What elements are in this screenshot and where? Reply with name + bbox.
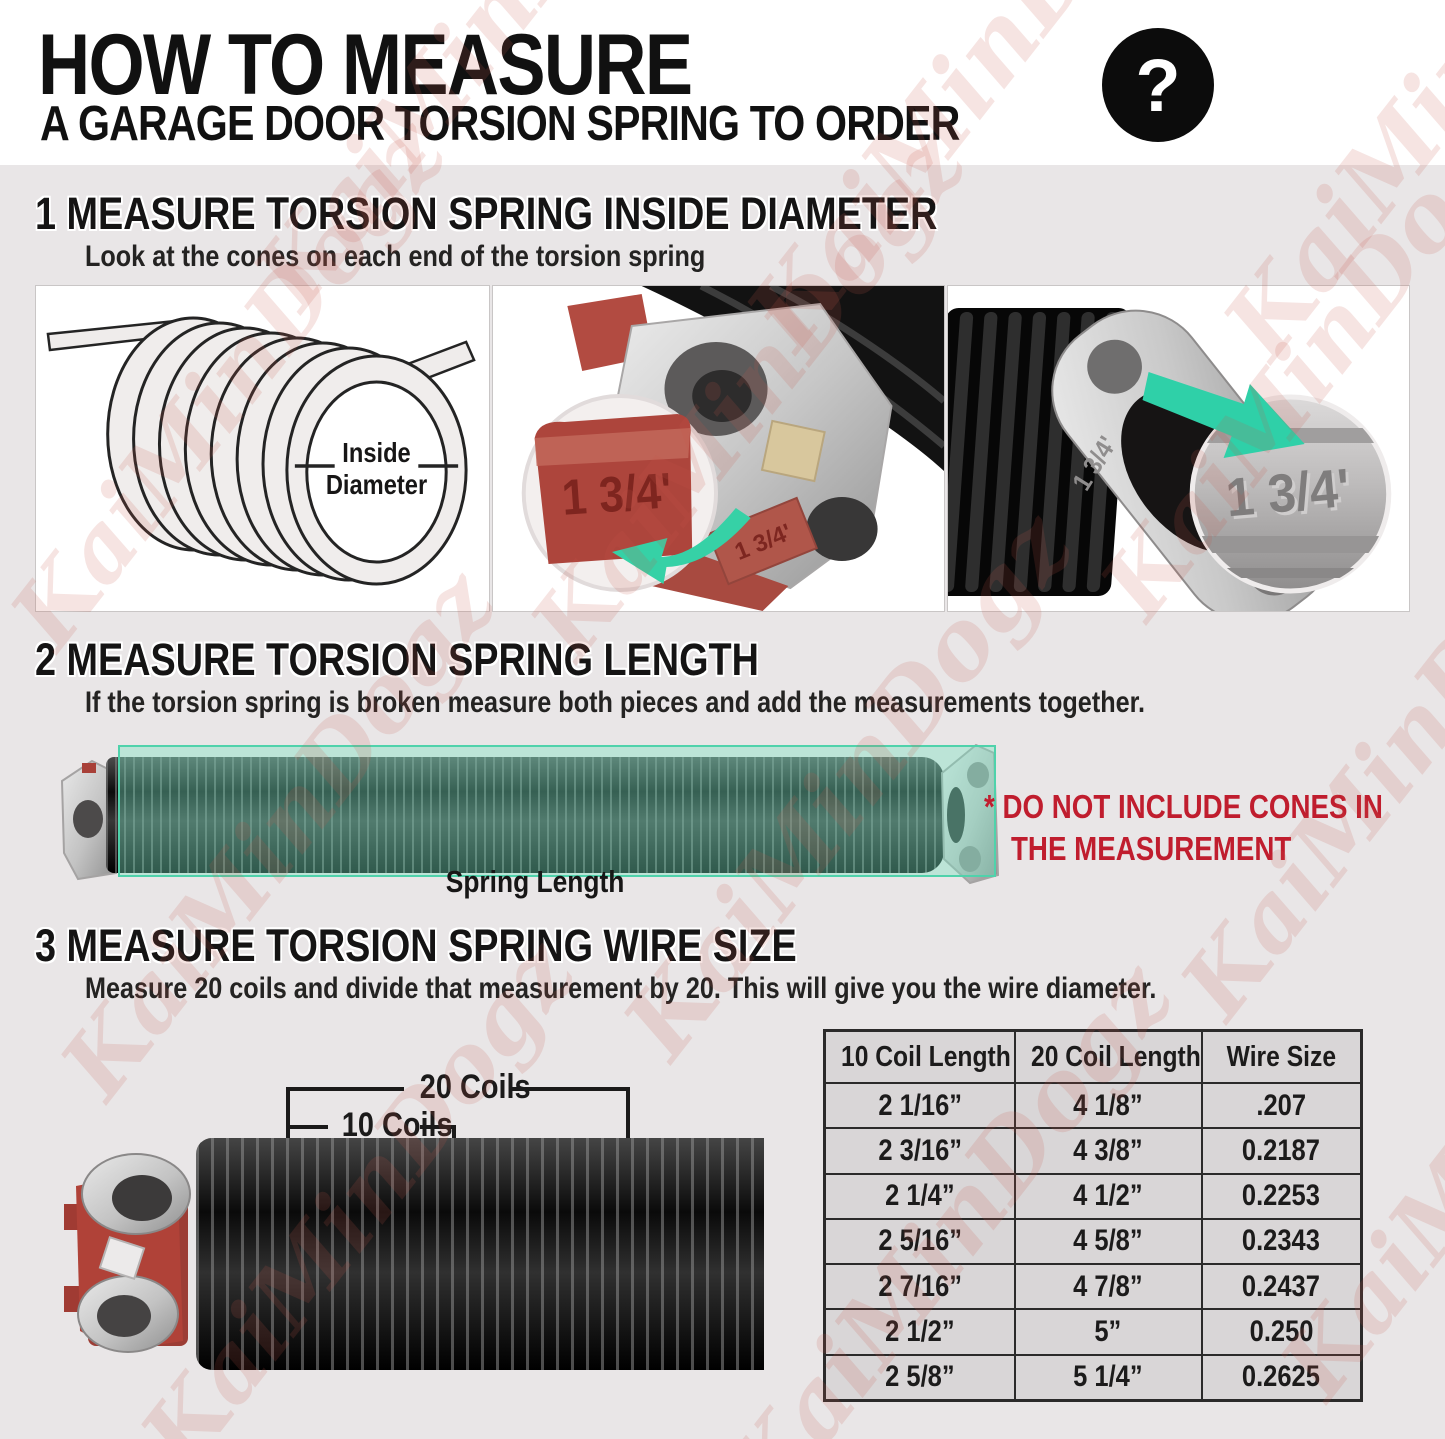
magnifier-circle-red: 1 3/4' <box>521 394 719 592</box>
spring-coils-closeup <box>196 1138 764 1370</box>
bracket10-right-segment <box>420 1125 456 1129</box>
spring-length-label: Spring Length <box>360 864 710 900</box>
set-screw-stud <box>760 419 826 483</box>
cell-20coil: 4 3/8” <box>1013 1127 1203 1175</box>
section2-heading: 2 MEASURE TORSION SPRING LENGTH <box>35 634 897 686</box>
question-mark-icon: ? <box>1102 28 1214 142</box>
col-header-10-coil: 10 Coil Length <box>823 1029 1016 1084</box>
cones-warning: * DO NOT INCLUDE CONES IN THE MEASUREMEN… <box>984 786 1445 870</box>
cell-wiresize: 0.250 <box>1200 1308 1363 1356</box>
section3-title: MEASURE TORSION SPRING WIRE SIZE <box>66 920 797 971</box>
cell-20coil: 4 1/2” <box>1013 1172 1203 1220</box>
bracket20-right-segment <box>512 1087 630 1091</box>
section1-subheading: Look at the cones on each end of the tor… <box>85 240 823 274</box>
section2-number: 2 <box>35 634 57 685</box>
table-row: 2 1/16” 4 1/8” .207 <box>823 1081 1363 1130</box>
cell-wiresize: 0.2253 <box>1200 1172 1363 1220</box>
section3-subheading: Measure 20 coils and divide that measure… <box>85 972 1360 1006</box>
cell-10coil: 2 1/16” <box>823 1081 1016 1130</box>
table-row: 2 5/8” 5 1/4” 0.2625 <box>823 1353 1363 1402</box>
inside-diameter-label-line1: Inside <box>342 438 410 468</box>
page-title-text: HOW TO MEASURE <box>38 17 693 113</box>
red-cone-closeup <box>64 1153 191 1353</box>
question-mark-glyph: ? <box>1135 43 1181 127</box>
section2-subheading-text: If the torsion spring is broken measure … <box>85 686 1146 719</box>
bracket20-right-vertical <box>626 1087 630 1163</box>
cell-10coil: 2 5/8” <box>823 1353 1016 1402</box>
table-row: 2 7/16” 4 7/8” 0.2437 <box>823 1263 1363 1311</box>
teal-arrow-right <box>1142 372 1305 458</box>
spring-coils-mass <box>641 286 944 471</box>
panel-silver-cone-photo: 1 3/4' 1 3/4' 1 3/4' <box>926 285 1410 623</box>
cell-wiresize: .207 <box>1200 1081 1363 1130</box>
cell-10coil: 2 3/16” <box>823 1127 1016 1175</box>
torsion-spring-body <box>106 757 944 873</box>
cell-20coil: 4 5/8” <box>1013 1217 1203 1266</box>
cell-10coil: 2 7/16” <box>823 1263 1016 1311</box>
table-row: 2 1/4” 4 1/2” 0.2253 <box>823 1172 1363 1220</box>
stamp-silver-large-text: 1 3/4' <box>1224 458 1353 528</box>
cell-wiresize: 0.2187 <box>1200 1127 1363 1175</box>
section3-heading: 3 MEASURE TORSION SPRING WIRE SIZE <box>35 920 942 972</box>
bracket10-left-segment <box>286 1125 328 1129</box>
bracket10-label-text: 10 Coils <box>341 1106 453 1144</box>
spring-length-highlight <box>118 745 996 877</box>
coil-diagram-svg: Inside Diameter <box>46 316 476 586</box>
section1-title: MEASURE TORSION SPRING INSIDE DIAMETER <box>66 188 938 239</box>
cones-warning-line2: THE MEASUREMENT <box>1011 830 1292 867</box>
cones-warning-line1: * DO NOT INCLUDE CONES IN <box>984 788 1383 825</box>
inside-diameter-hole <box>305 380 448 564</box>
shaft-hole <box>806 497 878 561</box>
section2-title: MEASURE TORSION SPRING LENGTH <box>66 634 759 685</box>
red-stamp-block: 1 3/4' <box>707 496 819 586</box>
section3-subheading-text: Measure 20 coils and divide that measure… <box>85 972 1157 1005</box>
wire-size-table: 10 Coil Length 20 Coil Length Wire Size … <box>823 1029 1363 1402</box>
cell-wiresize: 0.2343 <box>1200 1217 1363 1266</box>
page-title: HOW TO MEASURE <box>38 16 816 115</box>
bracket20-label-text: 20 Coils <box>419 1068 531 1106</box>
cell-20coil: 4 7/8” <box>1013 1263 1203 1311</box>
teal-arrow-left <box>611 508 751 584</box>
page-subtitle-text: A GARAGE DOOR TORSION SPRING TO ORDER <box>40 97 960 151</box>
section1-heading: 1 MEASURE TORSION SPRING INSIDE DIAMETER <box>35 188 1109 240</box>
page-subtitle: A GARAGE DOOR TORSION SPRING TO ORDER <box>40 96 1135 152</box>
table-row: 2 5/16” 4 5/8” 0.2343 <box>823 1217 1363 1266</box>
col-header-wire-size: Wire Size <box>1200 1029 1363 1084</box>
right-flange-graphic <box>940 743 1000 885</box>
inside-diameter-label-line2: Diameter <box>326 470 427 500</box>
spring-length-label-text: Spring Length <box>445 864 625 899</box>
bracket10-label: 10 Coils <box>332 1106 462 1145</box>
stamp-silver-large-shadow: 1 3/4' <box>1227 461 1356 531</box>
col-header-20-coil: 20 Coil Length <box>1013 1029 1203 1084</box>
coil-highlight <box>768 282 947 404</box>
red-cone-svg: 1 3/4' 1 3/4' <box>521 282 947 611</box>
cone-bore-inner <box>692 370 752 422</box>
stamp-red-large-text: 1 3/4' <box>560 463 673 527</box>
cell-10coil: 2 1/2” <box>823 1308 1016 1356</box>
cell-wiresize: 0.2625 <box>1200 1353 1363 1402</box>
cell-20coil: 5” <box>1013 1308 1203 1356</box>
cell-10coil: 2 5/16” <box>823 1217 1016 1266</box>
panel-inside-diameter-diagram: Inside Diameter <box>35 285 490 612</box>
cell-20coil: 4 1/8” <box>1013 1081 1203 1130</box>
section3-number: 3 <box>35 920 57 971</box>
cell-20coil: 5 1/4” <box>1013 1353 1203 1402</box>
table-header-row: 10 Coil Length 20 Coil Length Wire Size <box>823 1029 1363 1084</box>
section1-subheading-text: Look at the cones on each end of the tor… <box>85 240 706 273</box>
panel-red-cone-photo: 1 3/4' 1 3/4' <box>492 282 947 612</box>
cell-10coil: 2 1/4” <box>823 1172 1016 1220</box>
section2-subheading: If the torsion spring is broken measure … <box>85 686 1347 720</box>
silver-cone-svg: 1 3/4' 1 3/4' 1 3/4' <box>926 308 1392 623</box>
table-row: 2 3/16” 4 3/8” 0.2187 <box>823 1127 1363 1175</box>
bracket20-left-segment <box>286 1087 404 1091</box>
bracket20-label: 20 Coils <box>410 1068 540 1107</box>
cell-wiresize: 0.2437 <box>1200 1263 1363 1311</box>
table-row: 2 1/2” 5” 0.250 <box>823 1308 1363 1356</box>
section1-number: 1 <box>35 188 57 239</box>
